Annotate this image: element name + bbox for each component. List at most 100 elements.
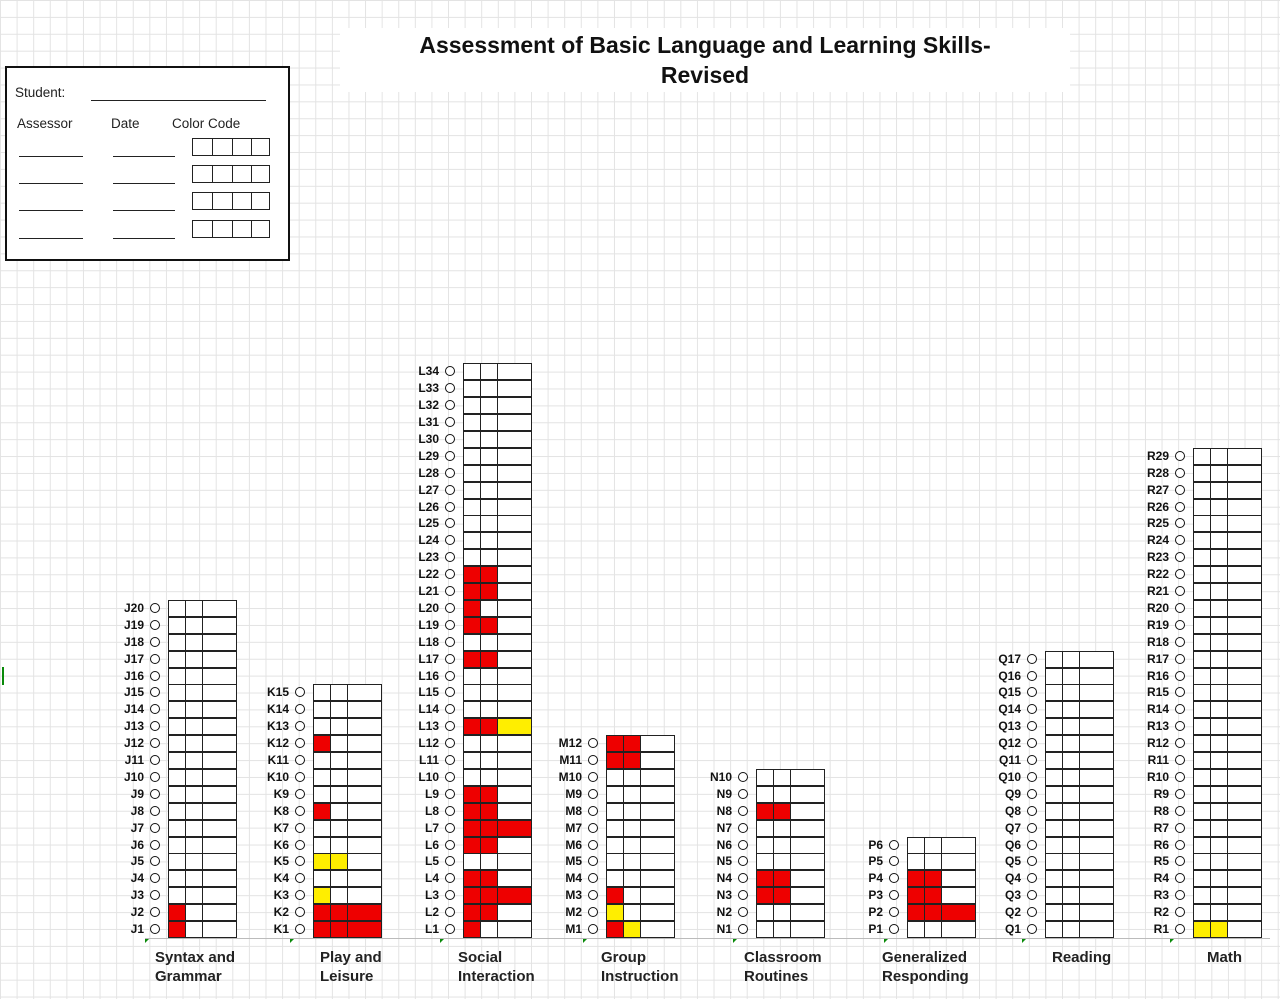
score-cell[interactable] <box>1227 785 1262 803</box>
score-cell[interactable] <box>168 701 186 719</box>
score-cell[interactable] <box>480 532 498 550</box>
score-cell[interactable] <box>480 887 498 905</box>
score-cell[interactable] <box>756 802 774 820</box>
score-cell[interactable] <box>606 904 624 922</box>
score-cell[interactable] <box>168 718 186 736</box>
score-cell[interactable] <box>185 752 203 769</box>
score-cell[interactable] <box>1045 735 1063 753</box>
score-cell[interactable] <box>773 768 791 786</box>
skill-radio-icon[interactable] <box>445 484 455 495</box>
skill-radio-icon[interactable] <box>150 788 160 799</box>
score-cell[interactable] <box>1045 718 1063 736</box>
score-cell[interactable] <box>1062 921 1080 938</box>
score-cell[interactable] <box>1193 566 1211 584</box>
skill-radio-icon[interactable] <box>1027 755 1037 765</box>
score-cell[interactable] <box>1227 667 1262 685</box>
score-cell[interactable] <box>463 887 481 905</box>
skill-radio-icon[interactable] <box>445 839 455 850</box>
skill-radio-icon[interactable] <box>150 653 160 664</box>
skill-radio-icon[interactable] <box>588 755 598 765</box>
score-cell[interactable] <box>640 735 675 753</box>
score-cell[interactable] <box>497 633 532 651</box>
skill-radio-icon[interactable] <box>1175 450 1185 461</box>
score-cell[interactable] <box>640 887 675 905</box>
skill-radio-icon[interactable] <box>588 873 598 884</box>
skill-radio-icon[interactable] <box>1027 771 1037 782</box>
score-cell[interactable] <box>1045 684 1063 702</box>
score-cell[interactable] <box>480 599 498 617</box>
score-cell[interactable] <box>1210 904 1228 922</box>
skill-radio-icon[interactable] <box>150 924 160 934</box>
score-cell[interactable] <box>480 397 498 415</box>
score-cell[interactable] <box>907 904 925 922</box>
score-cell[interactable] <box>1193 599 1211 617</box>
score-cell[interactable] <box>623 802 641 820</box>
score-cell[interactable] <box>1045 802 1063 820</box>
score-cell[interactable] <box>1193 735 1211 753</box>
skill-radio-icon[interactable] <box>445 400 455 411</box>
score-cell[interactable] <box>1227 768 1262 786</box>
score-cell[interactable] <box>790 904 825 922</box>
color-code-boxes-2[interactable] <box>192 165 270 183</box>
score-cell[interactable] <box>1227 447 1262 465</box>
score-cell[interactable] <box>1062 667 1080 685</box>
score-cell[interactable] <box>463 515 481 533</box>
skill-radio-icon[interactable] <box>150 805 160 816</box>
skill-radio-icon[interactable] <box>150 619 160 630</box>
score-cell[interactable] <box>1227 616 1262 634</box>
score-cell[interactable] <box>1045 904 1063 922</box>
score-cell[interactable] <box>497 735 532 753</box>
score-cell[interactable] <box>185 718 203 736</box>
skill-radio-icon[interactable] <box>1027 687 1037 698</box>
score-cell[interactable] <box>185 701 203 719</box>
skill-radio-icon[interactable] <box>295 721 305 732</box>
date-field-1[interactable] <box>113 156 175 157</box>
score-cell[interactable] <box>168 853 186 871</box>
skill-radio-icon[interactable] <box>445 924 455 934</box>
score-cell[interactable] <box>1193 684 1211 702</box>
score-cell[interactable] <box>756 836 774 854</box>
score-cell[interactable] <box>1045 667 1063 685</box>
score-cell[interactable] <box>606 921 624 938</box>
score-cell[interactable] <box>497 397 532 415</box>
score-cell[interactable] <box>497 701 532 719</box>
skill-radio-icon[interactable] <box>150 822 160 833</box>
score-cell[interactable] <box>1193 481 1211 499</box>
score-cell[interactable] <box>313 752 331 769</box>
skill-radio-icon[interactable] <box>295 924 305 934</box>
score-cell[interactable] <box>330 802 348 820</box>
skill-radio-icon[interactable] <box>1175 907 1185 918</box>
skill-radio-icon[interactable] <box>445 822 455 833</box>
score-cell[interactable] <box>347 768 382 786</box>
skill-radio-icon[interactable] <box>1027 670 1037 681</box>
score-cell[interactable] <box>463 870 481 888</box>
score-cell[interactable] <box>185 785 203 803</box>
skill-radio-icon[interactable] <box>445 467 455 478</box>
score-cell[interactable] <box>606 785 624 803</box>
score-cell[interactable] <box>168 633 186 651</box>
score-cell[interactable] <box>1227 549 1262 567</box>
date-field-3[interactable] <box>113 210 175 211</box>
score-cell[interactable] <box>640 768 675 786</box>
score-cell[interactable] <box>168 836 186 854</box>
score-cell[interactable] <box>756 887 774 905</box>
score-cell[interactable] <box>313 684 331 702</box>
score-cell[interactable] <box>623 921 641 938</box>
score-cell[interactable] <box>1210 515 1228 533</box>
color-code-boxes-3[interactable] <box>192 192 270 210</box>
score-cell[interactable] <box>941 904 976 922</box>
skill-radio-icon[interactable] <box>150 856 160 867</box>
score-cell[interactable] <box>463 397 481 415</box>
skill-radio-icon[interactable] <box>1027 907 1037 918</box>
skill-radio-icon[interactable] <box>445 907 455 918</box>
score-cell[interactable] <box>463 785 481 803</box>
score-cell[interactable] <box>1227 650 1262 668</box>
score-cell[interactable] <box>1227 870 1262 888</box>
score-cell[interactable] <box>480 430 498 448</box>
score-cell[interactable] <box>1062 802 1080 820</box>
score-cell[interactable] <box>497 583 532 600</box>
score-cell[interactable] <box>497 836 532 854</box>
skill-radio-icon[interactable] <box>588 890 598 901</box>
skill-radio-icon[interactable] <box>1027 890 1037 901</box>
score-cell[interactable] <box>463 616 481 634</box>
